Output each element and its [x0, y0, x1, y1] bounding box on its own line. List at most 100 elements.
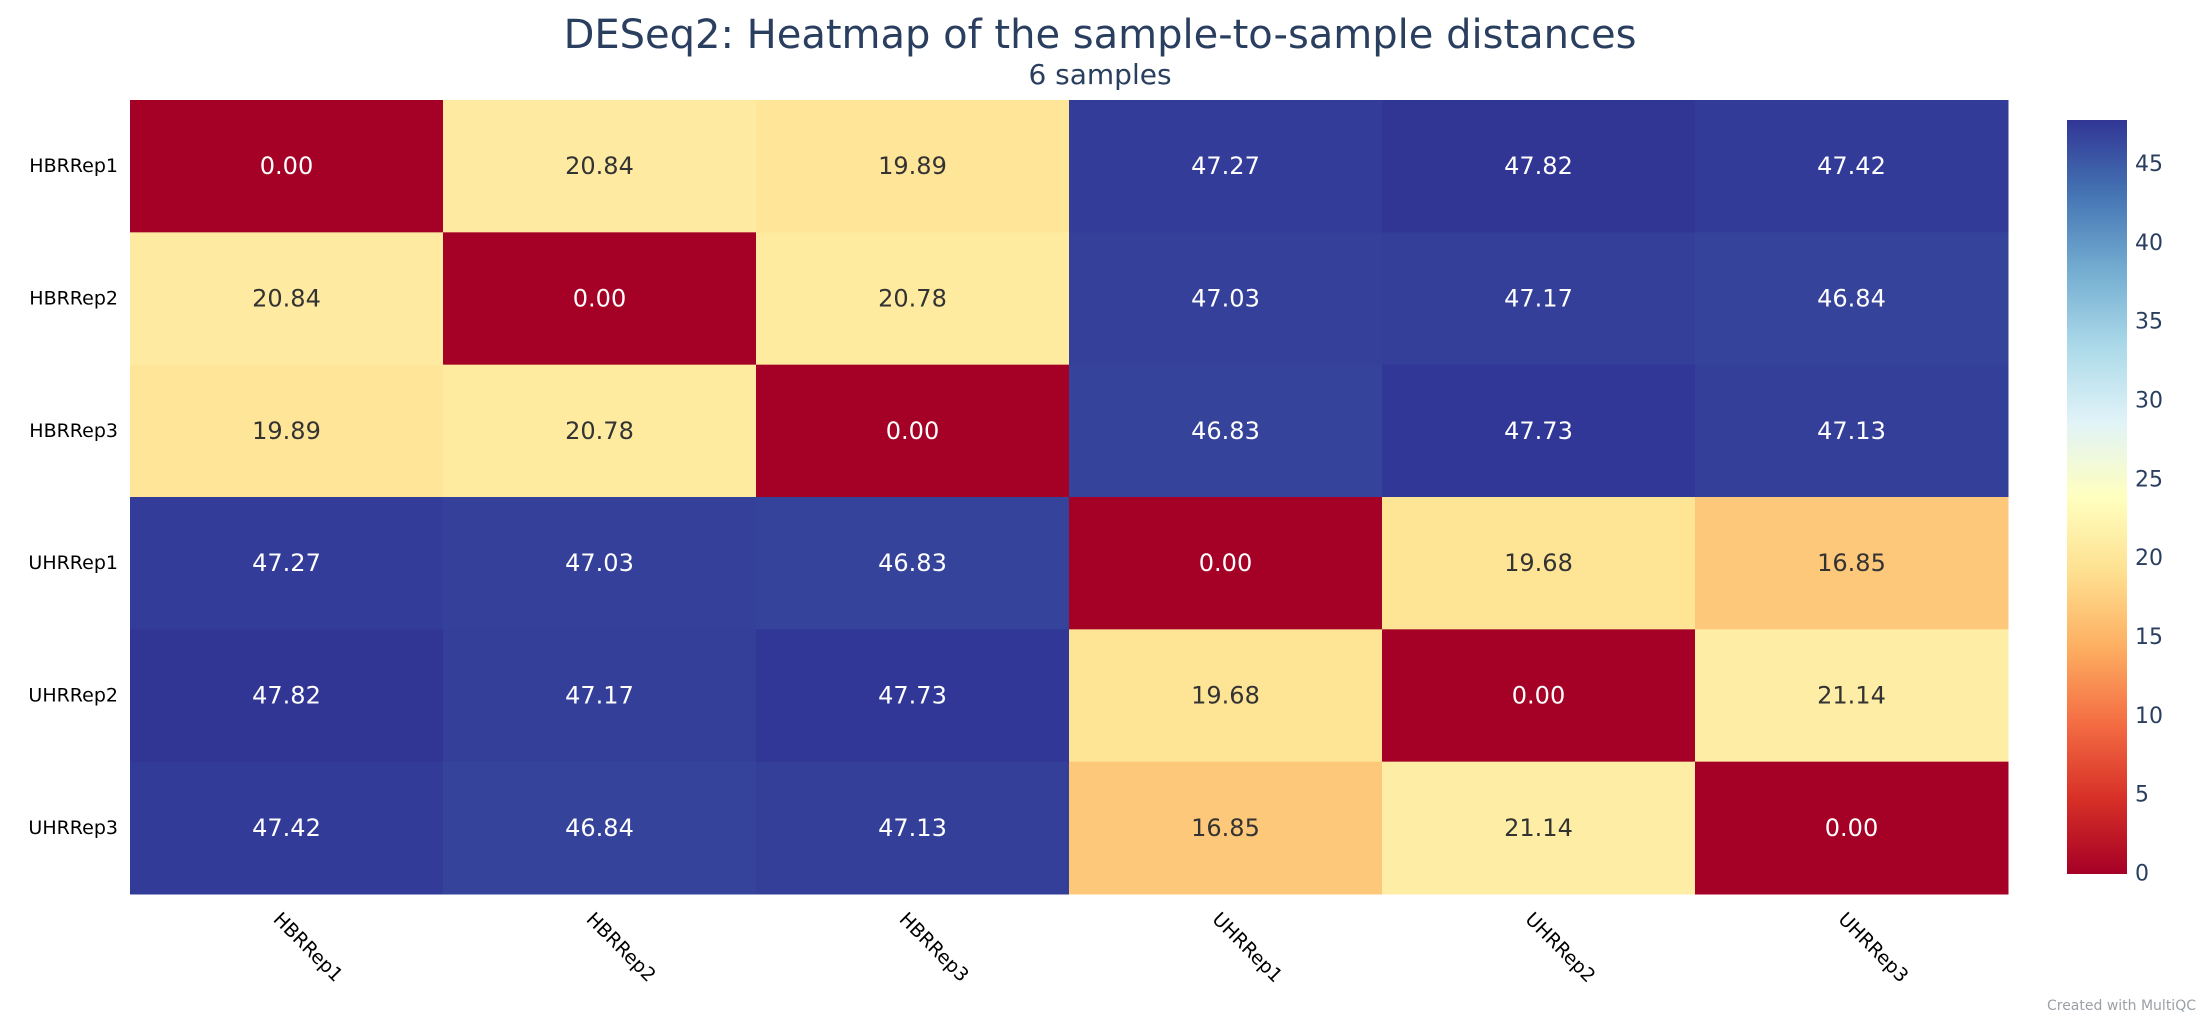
heatmap-cell: [756, 629, 1070, 763]
x-tick-label: UHRRep2: [1521, 908, 1600, 987]
cell-value-label: 47.42: [1817, 152, 1886, 180]
heatmap-cell: [1069, 232, 1383, 366]
colorbar-tick-label: 45: [2135, 152, 2163, 177]
credit-text: Created with MultiQC: [2047, 998, 2196, 1014]
cell-value-label: 0.00: [1825, 814, 1878, 842]
heatmap-cells: 0.00 20.84 19.89 47.27 47.82 47.42 20.84 0.00 20…: [130, 100, 2009, 895]
heatmap-cell: [1382, 232, 1696, 366]
cell-value-label: 0.00: [573, 285, 626, 313]
x-axis-tick-labels: HBRRep1 HBRRep2 HBRRep3 UHRRep1 UHRRep2 UHRRe…: [269, 908, 1913, 987]
y-tick-label: UHRRep1: [28, 552, 118, 574]
heatmap-cell: [443, 497, 757, 630]
heatmap-cell: [1695, 761, 2009, 895]
colorbar-tick-label: 20: [2135, 546, 2163, 571]
heatmap-cell: [1695, 364, 2009, 498]
cell-value-label: 46.84: [1817, 285, 1886, 313]
heatmap-cell: [1695, 629, 2009, 763]
cell-value-label: 47.73: [878, 682, 947, 710]
colorbar-tick-label: 25: [2135, 467, 2163, 492]
heatmap-cell: [443, 364, 757, 498]
cell-value-label: 19.68: [1191, 682, 1260, 710]
cell-value-label: 47.13: [878, 814, 947, 842]
colorbar-gradient: [2067, 120, 2127, 874]
x-tick-label: HBRRep2: [582, 908, 660, 986]
heatmap-cell: [1069, 497, 1383, 630]
cell-value-label: 47.27: [252, 549, 321, 577]
heatmap-cell: [130, 232, 444, 366]
y-tick-label: HBRRep3: [29, 420, 118, 442]
cell-value-label: 0.00: [886, 417, 939, 445]
heatmap-cell: [443, 761, 757, 895]
colorbar: 0 5 10 15 20 25 30 35 40 45: [2067, 120, 2163, 887]
heatmap-cell: [1382, 629, 1696, 763]
cell-value-label: 21.14: [1817, 682, 1886, 710]
cell-value-label: 46.83: [1191, 417, 1260, 445]
cell-value-label: 47.17: [1504, 285, 1573, 313]
cell-value-label: 46.83: [878, 549, 947, 577]
heatmap-cell: [1382, 761, 1696, 895]
cell-value-label: 47.03: [1191, 285, 1260, 313]
heatmap-cell: [130, 629, 444, 763]
heatmap-cell: [130, 497, 444, 630]
heatmap-cell: [1695, 100, 2009, 233]
heatmap-cell: [1069, 761, 1383, 895]
heatmap-cell: [1382, 100, 1696, 233]
heatmap-cell: [443, 629, 757, 763]
heatmap-cell: [1069, 100, 1383, 233]
cell-value-label: 16.85: [1817, 549, 1886, 577]
cell-value-label: 20.78: [565, 417, 634, 445]
heatmap-cell: [1382, 364, 1696, 498]
cell-value-label: 47.27: [1191, 152, 1260, 180]
chart-subtitle: 6 samples: [1028, 58, 1171, 91]
y-tick-label: HBRRep1: [29, 155, 118, 177]
y-axis-tick-labels: HBRRep1 HBRRep2 HBRRep3 UHRRep1 UHRRep2 UHRRe…: [28, 155, 118, 839]
heatmap-cell: [1069, 364, 1383, 498]
colorbar-tick-label: 35: [2135, 310, 2163, 335]
heatmap-cell: [130, 761, 444, 895]
colorbar-tick-label: 0: [2135, 862, 2149, 887]
x-tick-label: HBRRep1: [269, 908, 347, 986]
x-tick-label: HBRRep3: [895, 908, 973, 986]
heatmap-cell: [756, 761, 1070, 895]
heatmap-cell: [443, 100, 757, 233]
cell-value-label: 0.00: [1512, 682, 1565, 710]
cell-value-label: 47.42: [252, 814, 321, 842]
cell-value-label: 47.82: [1504, 152, 1573, 180]
colorbar-tick-label: 40: [2135, 231, 2163, 256]
cell-value-label: 47.03: [565, 549, 634, 577]
cell-value-label: 19.89: [878, 152, 947, 180]
y-tick-label: UHRRep3: [28, 817, 118, 839]
heatmap-cell: [1382, 497, 1696, 630]
heatmap-cell: [756, 497, 1070, 630]
colorbar-tick-label: 5: [2135, 783, 2149, 808]
cell-value-label: 0.00: [260, 152, 313, 180]
cell-value-label: 0.00: [1199, 549, 1252, 577]
heatmap-cell: [1695, 497, 2009, 630]
heatmap-cell: [756, 364, 1070, 498]
cell-value-label: 47.82: [252, 682, 321, 710]
heatmap-cell: [443, 232, 757, 366]
cell-value-label: 20.84: [252, 285, 321, 313]
cell-value-label: 47.17: [565, 682, 634, 710]
x-tick-label: UHRRep1: [1208, 908, 1287, 987]
colorbar-tick-label: 30: [2135, 388, 2163, 413]
heatmap-cell: [1695, 232, 2009, 366]
chart-title: DESeq2: Heatmap of the sample-to-sample …: [564, 12, 1637, 58]
heatmap-cell: [130, 364, 444, 498]
cell-value-label: 20.78: [878, 285, 947, 313]
heatmap-cell: [1069, 629, 1383, 763]
cell-value-label: 16.85: [1191, 814, 1260, 842]
cell-value-label: 19.89: [252, 417, 321, 445]
heatmap-cell: [756, 232, 1070, 366]
cell-value-label: 47.13: [1817, 417, 1886, 445]
cell-value-label: 46.84: [565, 814, 634, 842]
cell-value-label: 19.68: [1504, 549, 1573, 577]
colorbar-tick-label: 15: [2135, 625, 2163, 650]
heatmap-cell: [130, 100, 444, 233]
x-tick-label: UHRRep3: [1834, 908, 1913, 987]
heatmap-cell: [756, 100, 1070, 233]
y-tick-label: HBRRep2: [29, 288, 118, 310]
cell-value-label: 20.84: [565, 152, 634, 180]
y-tick-label: UHRRep2: [28, 685, 118, 707]
